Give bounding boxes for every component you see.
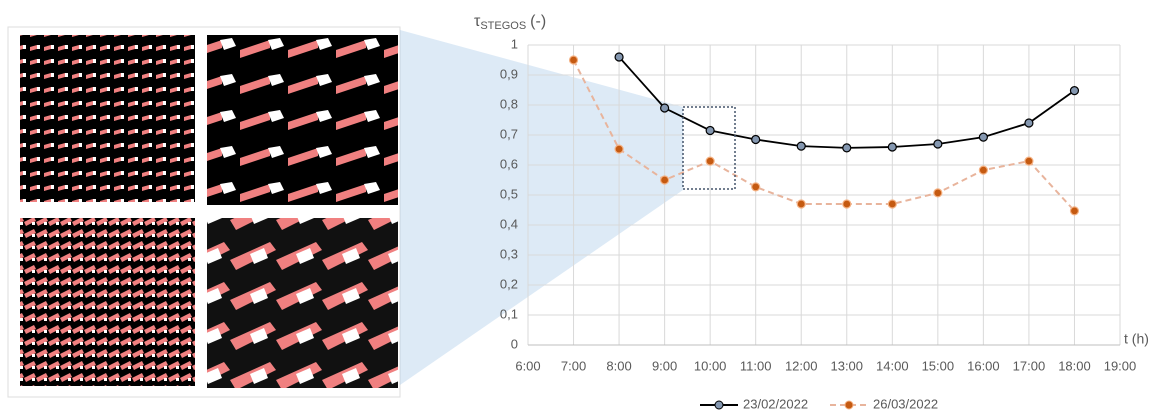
marker: [1069, 85, 1080, 96]
marker: [796, 141, 806, 151]
marker: [614, 52, 624, 62]
marker: [842, 199, 852, 209]
marker: [614, 144, 624, 154]
zoom-highlight: [400, 30, 683, 385]
image: [20, 35, 195, 202]
marker: [1069, 206, 1080, 216]
y-tick-label: 0,7: [500, 126, 518, 141]
subscript: STEGOS: [480, 20, 526, 32]
zoom-box: [682, 106, 736, 190]
marker: [978, 132, 988, 142]
marker: [887, 199, 897, 209]
y-tick-label: 0,5: [500, 186, 518, 201]
x-tick-label: 15:00: [922, 358, 955, 373]
marker: [933, 139, 943, 149]
image: [20, 218, 195, 386]
legend-marker: [714, 400, 724, 410]
marker: [796, 199, 806, 209]
y-axis-label: τSTEGOS (-): [474, 13, 546, 32]
y-tick-label: 0,6: [500, 156, 518, 171]
marker: [978, 165, 988, 175]
y-tick-label: 1: [511, 36, 518, 51]
x-tick-label: 18:00: [1058, 358, 1091, 373]
x-tick-label: 11:00: [740, 358, 772, 373]
x-tick-label: 6:00: [515, 358, 540, 373]
legend-label: 26/03/2022: [873, 396, 938, 411]
y-tick-label: 0: [511, 336, 518, 351]
image: [207, 218, 398, 388]
x-tick-label: 9:00: [652, 358, 677, 373]
marker: [705, 125, 715, 136]
unit: (-): [530, 13, 546, 30]
y-tick-label: 0,4: [500, 216, 518, 231]
marker: [660, 175, 670, 185]
marker: [751, 134, 761, 145]
marker: [660, 103, 670, 113]
y-tick-label: 0,9: [500, 66, 518, 81]
x-tick-label: 12:00: [785, 358, 818, 373]
marker: [705, 156, 715, 166]
x-tick-label: 8:00: [606, 358, 631, 373]
y-tick-label: 0,2: [500, 276, 518, 291]
marker: [1024, 118, 1034, 128]
marker: [842, 143, 852, 153]
plot: 00,10,20,30,40,50,60,70,80,916:00 7:00 8:0…: [500, 36, 1136, 411]
marker: [933, 188, 943, 198]
y-tick-label: 0,1: [500, 306, 518, 321]
x-tick-label: 7:00: [561, 358, 586, 373]
photo-panel: [7, 26, 401, 398]
series-line: [572, 59, 1076, 212]
marker: [751, 182, 761, 192]
marker: [568, 55, 579, 65]
x-tick-label: 17:00: [1013, 358, 1046, 373]
marker: [1024, 156, 1034, 166]
x-tick-label: 10:00: [694, 358, 727, 373]
legend-marker: [844, 400, 854, 410]
symbol: τ: [474, 13, 481, 30]
y-tick-label: 0,3: [500, 246, 518, 261]
y-tick-label: 0,8: [500, 96, 518, 111]
x-tick-label: 19:00: [1104, 358, 1137, 373]
x-tick-label: 13:00: [830, 358, 863, 373]
image: [207, 35, 398, 205]
x-tick-label: 16:00: [967, 358, 1000, 373]
x-tick-label: 14:00: [876, 358, 909, 373]
legend-label: 23/02/2022: [743, 396, 808, 411]
marker: [887, 142, 897, 152]
x-axis-label: t (h): [1124, 331, 1149, 347]
